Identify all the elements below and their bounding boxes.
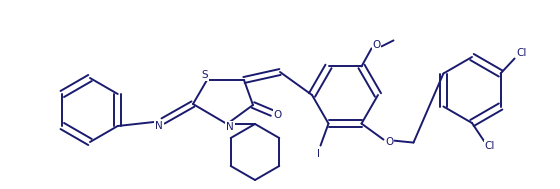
Text: O: O — [274, 110, 282, 120]
Text: S: S — [202, 70, 208, 80]
Text: I: I — [317, 149, 320, 159]
Text: Cl: Cl — [485, 141, 495, 151]
Text: O: O — [372, 40, 381, 50]
Text: O: O — [385, 137, 394, 147]
Text: Cl: Cl — [516, 49, 527, 59]
Text: N: N — [155, 121, 163, 131]
Text: N: N — [226, 122, 234, 132]
